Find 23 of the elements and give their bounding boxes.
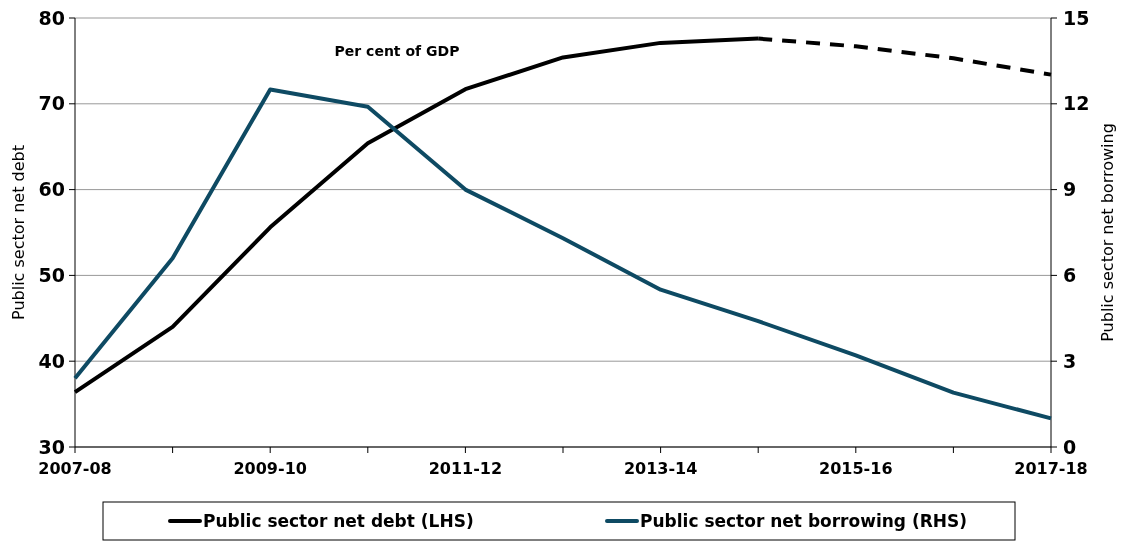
y2-tick-label: 15	[1063, 6, 1090, 29]
legend-label: Public sector net borrowing (RHS)	[640, 510, 968, 531]
y-tick-label: 50	[38, 264, 65, 287]
x-tick-label: 2007-08	[38, 459, 112, 478]
y-tick-label: 30	[38, 435, 65, 458]
y-tick-label: 40	[38, 349, 65, 372]
y2-tick-label: 12	[1063, 92, 1090, 115]
x-tick-label: 2017-18	[1014, 459, 1088, 478]
annotation: Per cent of GDP	[334, 43, 460, 59]
y-tick-label: 80	[38, 6, 65, 29]
y-axis-title: Public sector net debt	[9, 145, 28, 320]
y2-tick-label: 0	[1063, 435, 1077, 458]
x-tick-label: 2011-12	[428, 459, 503, 478]
y-tick-label: 70	[38, 92, 65, 115]
x-tick-label: 2015-16	[819, 459, 893, 478]
legend-label: Public sector net debt (LHS)	[203, 510, 474, 531]
y2-tick-label: 6	[1063, 264, 1077, 287]
y2-tick-label: 3	[1063, 349, 1077, 372]
x-tick-label: 2009-10	[233, 459, 307, 478]
y2-tick-label: 9	[1063, 178, 1077, 201]
y-tick-label: 60	[38, 178, 65, 201]
y2-axis-title: Public sector net borrowing	[1098, 123, 1117, 342]
x-tick-label: 2013-14	[623, 459, 698, 478]
